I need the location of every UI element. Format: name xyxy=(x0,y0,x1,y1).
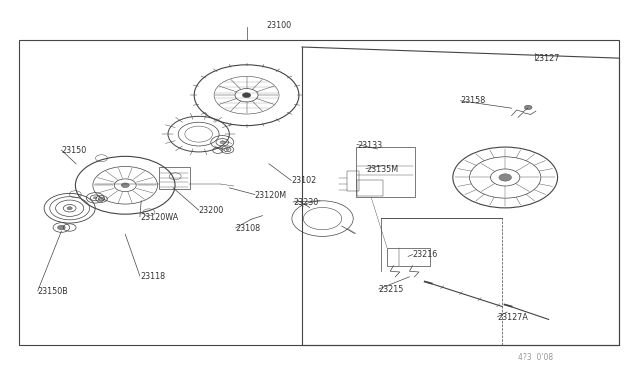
Text: 4?3  0'08: 4?3 0'08 xyxy=(518,353,553,362)
Text: 23150B: 23150B xyxy=(38,287,68,296)
Circle shape xyxy=(499,174,511,181)
Bar xyxy=(387,248,431,266)
Circle shape xyxy=(226,149,228,150)
Circle shape xyxy=(524,105,532,110)
Text: 23118: 23118 xyxy=(140,272,165,281)
Text: 23133: 23133 xyxy=(357,141,382,150)
Text: 23135M: 23135M xyxy=(366,165,398,174)
Text: 23100: 23100 xyxy=(266,21,291,30)
Bar xyxy=(356,147,415,197)
Text: 23200: 23200 xyxy=(198,206,224,215)
Circle shape xyxy=(220,141,225,144)
Circle shape xyxy=(67,207,72,210)
Text: 23150: 23150 xyxy=(61,146,86,155)
Circle shape xyxy=(243,93,251,97)
Text: 23215: 23215 xyxy=(379,285,404,294)
Text: 23127: 23127 xyxy=(534,54,560,62)
Circle shape xyxy=(100,198,103,200)
Text: 23108: 23108 xyxy=(236,224,261,233)
Text: 23120WA: 23120WA xyxy=(140,213,178,222)
Circle shape xyxy=(93,197,97,199)
Text: 23120M: 23120M xyxy=(255,191,287,200)
Text: 23102: 23102 xyxy=(291,176,317,185)
Bar xyxy=(19,39,619,344)
Text: 23216: 23216 xyxy=(413,250,438,259)
Text: 23230: 23230 xyxy=(293,198,319,207)
Bar xyxy=(159,167,189,189)
Circle shape xyxy=(58,225,65,230)
Circle shape xyxy=(121,183,129,187)
Bar xyxy=(357,180,383,196)
Text: 23158: 23158 xyxy=(461,96,486,105)
Bar xyxy=(348,171,359,191)
Text: 23127A: 23127A xyxy=(497,313,529,322)
